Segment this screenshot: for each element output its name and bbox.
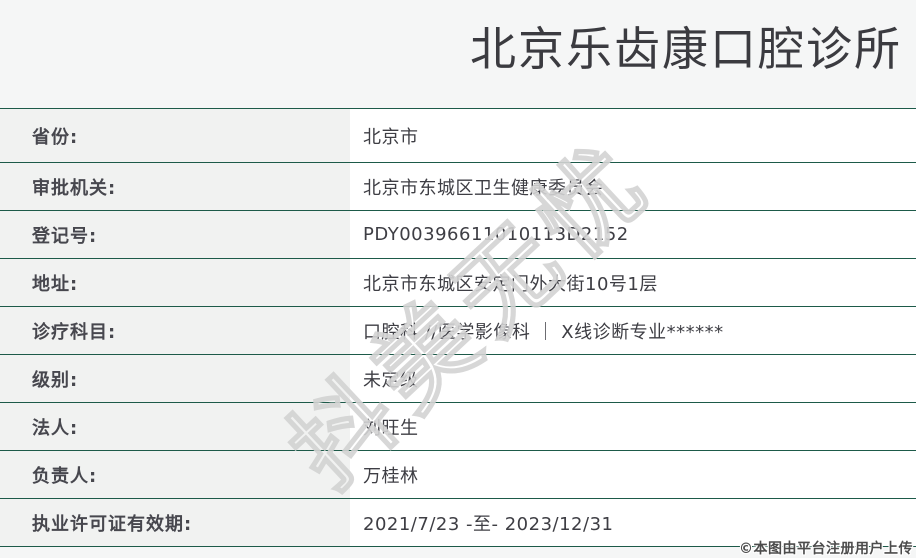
row-value: 刘旺生 bbox=[350, 403, 916, 450]
page-header: 北京乐齿康口腔诊所 bbox=[0, 0, 916, 108]
table-row-province: 省份: 北京市 bbox=[0, 109, 916, 163]
row-value: 北京市东城区安定门外大街10号1层 bbox=[350, 259, 916, 306]
row-value: 万桂林 bbox=[350, 451, 916, 498]
clinic-info-table: 省份: 北京市 审批机关: 北京市东城区卫生健康委员会 登记号: PDY0039… bbox=[0, 108, 916, 547]
table-row-registration-number: 登记号: PDY00396611010113D2152 bbox=[0, 211, 916, 259]
table-row-license-validity: 执业许可证有效期: 2021/7/23 -至- 2023/12/31 bbox=[0, 499, 916, 547]
row-label: 级别: bbox=[0, 355, 350, 402]
row-label: 地址: bbox=[0, 259, 350, 306]
row-value: 口腔科 //医学影像科 ｜ X线诊断专业****** bbox=[350, 307, 916, 354]
upload-attribution-stamp: ©本图由平台注册用户上传 bbox=[739, 541, 913, 557]
row-value: 2021/7/23 -至- 2023/12/31 bbox=[350, 499, 916, 546]
row-value: 未定级 bbox=[350, 355, 916, 402]
table-row-treatment-subjects: 诊疗科目: 口腔科 //医学影像科 ｜ X线诊断专业****** bbox=[0, 307, 916, 355]
clinic-title: 北京乐齿康口腔诊所 bbox=[470, 22, 902, 76]
row-label: 审批机关: bbox=[0, 163, 350, 210]
row-value: PDY00396611010113D2152 bbox=[350, 211, 916, 258]
row-label: 法人: bbox=[0, 403, 350, 450]
row-label: 负责人: bbox=[0, 451, 350, 498]
row-label: 省份: bbox=[0, 109, 350, 162]
table-row-level: 级别: 未定级 bbox=[0, 355, 916, 403]
row-label: 执业许可证有效期: bbox=[0, 499, 350, 546]
row-value: 北京市东城区卫生健康委员会 bbox=[350, 163, 916, 210]
row-label: 诊疗科目: bbox=[0, 307, 350, 354]
table-row-approval-authority: 审批机关: 北京市东城区卫生健康委员会 bbox=[0, 163, 916, 211]
table-row-legal-person: 法人: 刘旺生 bbox=[0, 403, 916, 451]
table-row-person-in-charge: 负责人: 万桂林 bbox=[0, 451, 916, 499]
row-value: 北京市 bbox=[350, 109, 916, 162]
row-label: 登记号: bbox=[0, 211, 350, 258]
table-row-address: 地址: 北京市东城区安定门外大街10号1层 bbox=[0, 259, 916, 307]
